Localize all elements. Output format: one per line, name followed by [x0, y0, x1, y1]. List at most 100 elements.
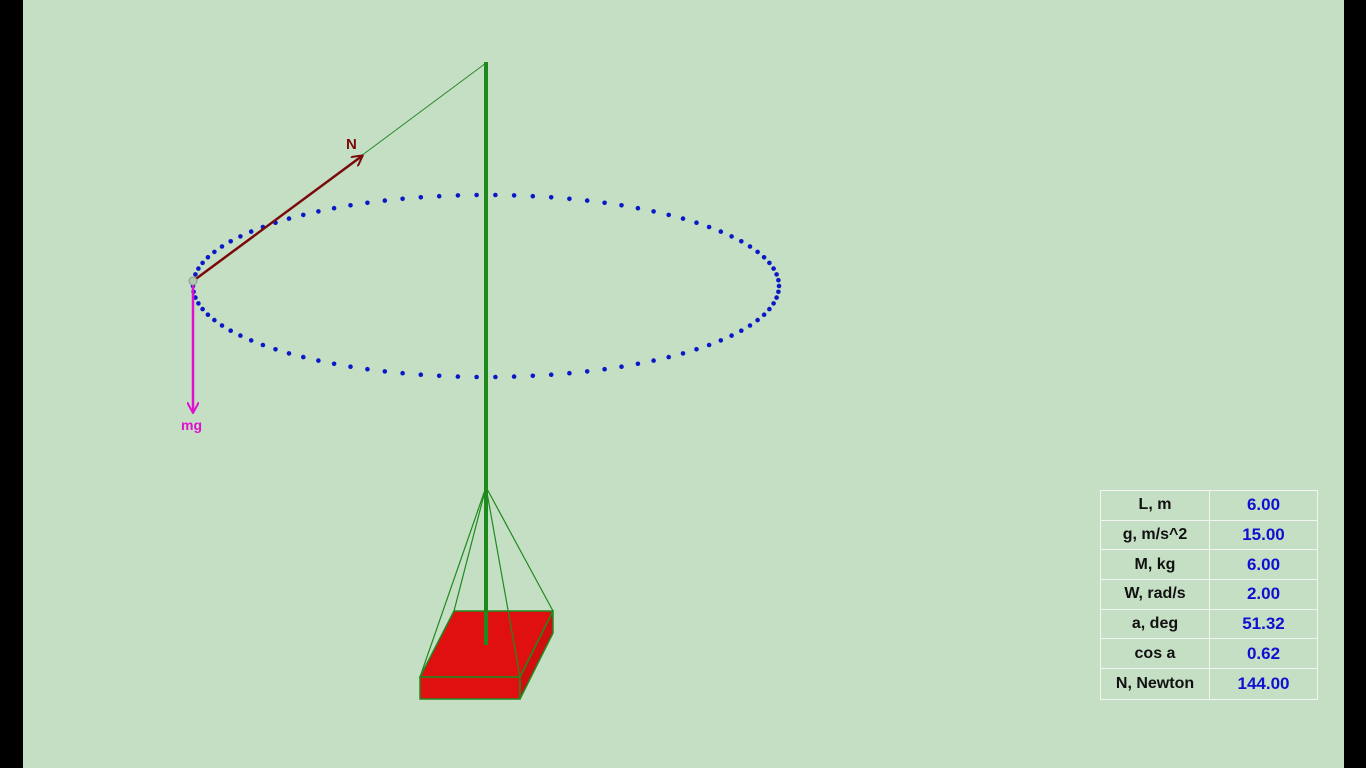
orbit-dot [196, 301, 201, 306]
base-block [418, 610, 555, 700]
orbit-dot [755, 249, 760, 255]
parameter-row: cos a 0.62 [1101, 639, 1317, 670]
orbit-dot [474, 374, 479, 380]
orbit-dot [602, 200, 607, 206]
orbit-dot [767, 306, 772, 312]
orbit-dot [567, 370, 572, 376]
orbit-dot [212, 249, 217, 255]
normal-force-label: N [346, 136, 357, 153]
orbit-dot [365, 366, 370, 372]
orbit-dot [771, 266, 776, 271]
parameter-row: L, m 6.00 [1101, 491, 1317, 521]
orbit-dot [196, 266, 201, 271]
orbit-dot [729, 333, 734, 338]
orbit-dot [680, 216, 686, 221]
parameter-value: 6.00 [1246, 495, 1281, 515]
orbit-dot [400, 370, 405, 376]
orbit-dot [418, 372, 424, 378]
orbit-dot [548, 372, 554, 378]
orbit-dot [455, 374, 461, 379]
orbit-dot [331, 205, 337, 211]
orbit-dot [680, 351, 686, 356]
orbit-dot [286, 351, 292, 356]
parameter-row: N, Newton 144.00 [1101, 669, 1317, 699]
parameter-row: M, kg 6.00 [1101, 550, 1317, 581]
orbit-dot [205, 254, 211, 260]
orbit-dot [418, 195, 424, 200]
orbit-dot [767, 260, 772, 266]
parameter-name: g, m/s^2 [1101, 520, 1210, 550]
orbit-dot [567, 196, 572, 202]
orbit-dot [694, 220, 699, 225]
pole-supports [419, 486, 554, 678]
orbit-dot [739, 328, 744, 334]
orbit-dot [316, 209, 321, 214]
orbit-dot [619, 203, 624, 208]
orbit-dot [635, 205, 641, 211]
orbit-dot [602, 366, 607, 372]
parameter-name: L, m [1101, 491, 1210, 520]
orbit-dot [776, 277, 781, 283]
orbit-dot [400, 196, 405, 202]
parameter-value: 6.00 [1246, 554, 1281, 574]
orbit-dot [511, 193, 517, 198]
orbit-dot [761, 312, 767, 318]
parameter-value: 0.62 [1246, 643, 1281, 663]
orbit-dot [260, 342, 266, 348]
conical-pendulum-diagram: N mg [181, 62, 782, 700]
orbit-dot [273, 347, 278, 352]
orbit-dot [382, 369, 388, 374]
orbit-dot [301, 212, 306, 218]
parameter-name: M, kg [1101, 550, 1210, 580]
orbit-dot [301, 354, 306, 360]
orbit-dot [747, 323, 753, 328]
orbit-dot [619, 364, 624, 370]
orbit-dot [739, 239, 744, 244]
orbit-dot [228, 328, 233, 334]
orbit-dot [718, 229, 724, 234]
orbit-dot [548, 195, 554, 200]
orbit-dot [747, 244, 753, 249]
orbit-dot [729, 234, 734, 239]
parameter-row: g, m/s^2 15.00 [1101, 520, 1317, 551]
orbit-dot [635, 361, 641, 367]
parameters-table: L, m 6.00 g, m/s^2 15.00 M, kg 6.00 W, rad/s 2.… [1100, 490, 1318, 700]
orbit-dot [455, 193, 461, 198]
orbit-dot [694, 347, 699, 352]
orbit-dot [493, 192, 498, 198]
orbit-dot [205, 312, 211, 318]
orbit-dot [511, 374, 517, 379]
orbit-dot [776, 283, 782, 289]
orbit-dot [584, 198, 590, 203]
weight-label: mg [181, 417, 202, 433]
orbit-dot [193, 272, 198, 277]
orbit-dot [776, 289, 781, 295]
orbit-dot [286, 216, 292, 221]
parameter-value: 2.00 [1246, 584, 1281, 604]
orbit-dot [219, 244, 225, 249]
orbit-dot [493, 374, 498, 380]
simulation-canvas: N mg L, m 6.00 g, m/s^2 15.00 M, kg 6.00 W, ra… [23, 0, 1344, 768]
orbit-dot [248, 229, 254, 234]
orbit-dot [238, 234, 243, 239]
parameter-value: 144.00 [1237, 673, 1290, 693]
parameter-name: cos a [1101, 639, 1210, 669]
orbit-dot [774, 272, 779, 277]
orbit-dot [530, 193, 536, 199]
orbit-dot [200, 260, 205, 266]
orbit-dot [666, 354, 671, 360]
orbit-dot [755, 317, 760, 323]
orbit-dot [316, 358, 321, 363]
orbit-dot [474, 192, 479, 198]
orbit-dot [771, 301, 776, 306]
orbit-dot [219, 323, 225, 328]
orbit-dot [212, 317, 217, 323]
parameter-row: a, deg 51.32 [1101, 609, 1317, 640]
orbit-path [190, 192, 782, 380]
parameter-value: 51.32 [1242, 614, 1285, 634]
normal-force-arrow [192, 156, 362, 283]
orbit-dot [706, 224, 712, 230]
parameter-value: 15.00 [1242, 525, 1285, 545]
orbit-dot [348, 364, 353, 370]
parameter-row: W, rad/s 2.00 [1101, 580, 1317, 610]
